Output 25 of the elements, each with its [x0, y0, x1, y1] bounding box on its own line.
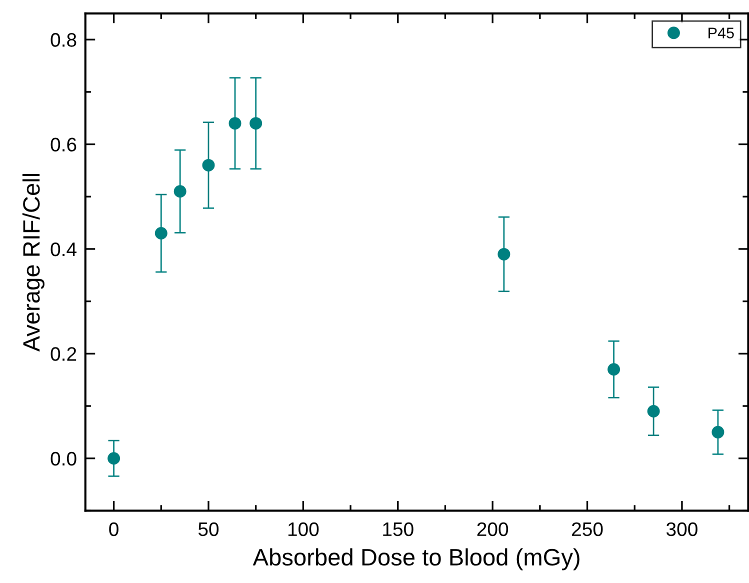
y-tick-label: 0.8: [50, 33, 76, 47]
point: [712, 426, 724, 438]
y-tick-label: 0.4: [50, 242, 76, 256]
point: [154, 227, 168, 240]
legend-label: P45: [708, 28, 734, 38]
point: [608, 363, 620, 376]
point: [228, 117, 242, 130]
x-tick-label: 200: [477, 522, 508, 536]
point: [250, 117, 262, 130]
point: [498, 248, 510, 260]
point: [202, 158, 215, 172]
x-tick-label: 250: [572, 522, 603, 536]
x-tick-label: 300: [666, 522, 698, 536]
x-axis-title: Absorbed Dose to Blood (mGy): [252, 548, 580, 570]
x-tick-label: 100: [288, 522, 319, 536]
y-axis-title: Average RIF/Cell: [22, 174, 44, 352]
y-tick-label: 0.0: [50, 452, 76, 466]
y-tick-label: 0.6: [50, 138, 76, 152]
x-tick-label: 50: [198, 522, 219, 536]
point: [108, 452, 120, 465]
y-tick-label: 0.2: [50, 347, 76, 361]
x-tick-label: 0: [109, 522, 118, 536]
point: [174, 185, 186, 198]
x-tick-label: 150: [383, 522, 414, 536]
point: [647, 405, 660, 418]
